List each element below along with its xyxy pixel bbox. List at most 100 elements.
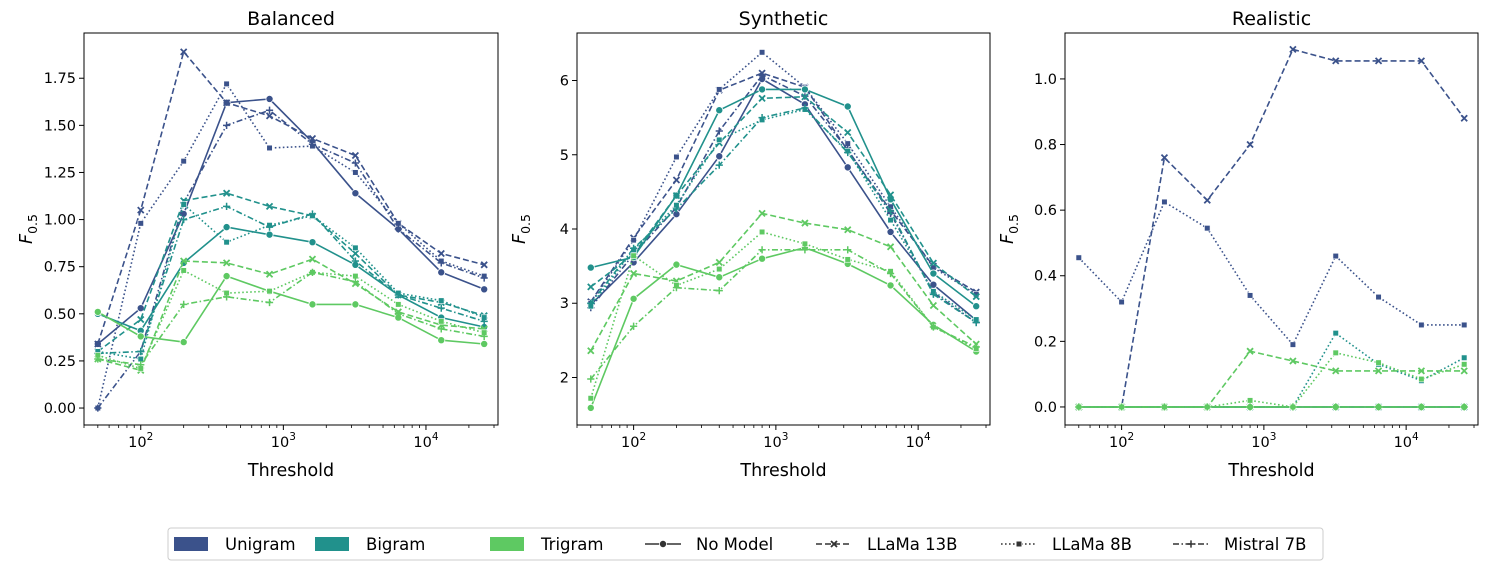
chart-panel-realistic: Realistic 0.0 0.2 0.4 0.6 0.8 1.0 102 103 104 Thre… [998, 8, 1479, 481]
legend-item-trigram: Trigram [490, 535, 603, 554]
data-point [630, 244, 638, 252]
y-tick-label: 1.0 [1034, 72, 1057, 88]
legend-marker [1015, 540, 1023, 548]
data-point [265, 270, 274, 278]
data-point [715, 273, 724, 282]
data-point [1461, 321, 1468, 329]
legend-label: No Model [696, 535, 773, 554]
data-point [758, 85, 767, 94]
chart-title: Synthetic [739, 8, 829, 30]
series-line [97, 226, 485, 332]
data-point [1332, 403, 1340, 411]
data-point [308, 134, 317, 143]
data-point [265, 106, 274, 114]
legend-box [167, 527, 1324, 561]
data-point [844, 256, 851, 263]
data-point [886, 191, 895, 199]
chart-panel-balanced: Balanced 0.00 0.25 0.50 0.75 1.00 1.25 1.50 1.75… [17, 8, 499, 481]
data-point [265, 230, 274, 239]
data-point [223, 239, 230, 246]
x-tick-label: 102 [1109, 431, 1134, 451]
data-point [1246, 292, 1254, 299]
data-point [801, 219, 809, 227]
y-tick-label: 0.2 [1034, 334, 1057, 350]
data-point [223, 202, 231, 210]
data-point [223, 293, 231, 301]
series-bigram-mistral-7b [587, 104, 980, 327]
y-tick-label: 0.6 [1034, 203, 1057, 219]
data-point [265, 223, 274, 231]
data-point [715, 161, 723, 169]
data-point [265, 202, 274, 211]
legend-swatch [315, 537, 349, 551]
data-point [351, 159, 359, 167]
data-point [1332, 330, 1339, 337]
data-point [1289, 357, 1297, 365]
data-point [1246, 347, 1254, 355]
data-point [801, 93, 809, 101]
data-point [886, 227, 895, 236]
data-point [886, 269, 895, 278]
series-trigram-no-model [93, 272, 489, 348]
data-point [715, 287, 723, 295]
legend-marker [659, 540, 668, 549]
series-line [1078, 201, 1465, 346]
x-axis-label: Threshold [1227, 461, 1314, 481]
data-point [94, 404, 102, 412]
data-point [222, 99, 231, 107]
legend-label: Mistral 7B [1224, 535, 1306, 554]
legend-item-bigram: Bigram [315, 535, 425, 554]
data-point [180, 300, 188, 308]
data-point [844, 140, 851, 147]
series-line [590, 88, 977, 307]
data-point [1118, 298, 1125, 306]
legend-item-unigram: Unigram [174, 535, 296, 554]
data-point [587, 375, 595, 383]
data-point [758, 94, 766, 102]
data-point [1375, 359, 1382, 366]
data-point [586, 263, 595, 272]
data-point [137, 361, 145, 369]
legend-marker [1187, 540, 1195, 548]
data-point [587, 395, 594, 402]
series-line [590, 78, 977, 321]
data-point [180, 215, 188, 224]
data-point [1375, 293, 1382, 301]
series-line [590, 231, 977, 399]
data-point [801, 246, 809, 254]
data-point [438, 297, 445, 304]
data-point [136, 332, 145, 341]
data-point [844, 226, 852, 234]
data-point [480, 317, 488, 325]
data-point [1461, 354, 1468, 361]
data-point [587, 347, 595, 355]
data-point [437, 336, 446, 345]
legend-label: LLaMa 13B [867, 535, 957, 554]
data-point [180, 267, 187, 274]
x-tick-label: 104 [413, 431, 438, 451]
data-point [1160, 403, 1169, 411]
data-point [394, 291, 402, 299]
data-point [758, 209, 766, 218]
data-point [801, 240, 809, 247]
data-point [395, 220, 402, 227]
data-point [266, 288, 273, 295]
data-point [1374, 403, 1383, 411]
data-point [672, 260, 681, 269]
data-point [1161, 198, 1168, 206]
data-point [1418, 321, 1425, 329]
series-line [1078, 350, 1465, 408]
data-point [929, 290, 937, 298]
data-point [758, 254, 767, 263]
data-point [308, 300, 317, 309]
data-point [1332, 349, 1339, 356]
data-point [137, 220, 144, 227]
series-line [97, 50, 485, 345]
data-point [1289, 45, 1297, 54]
data-point [716, 136, 723, 144]
data-point [672, 284, 681, 292]
data-point [94, 340, 102, 348]
y-tick-label: 1.50 [44, 118, 76, 134]
data-point [972, 343, 980, 351]
data-point [886, 281, 895, 290]
